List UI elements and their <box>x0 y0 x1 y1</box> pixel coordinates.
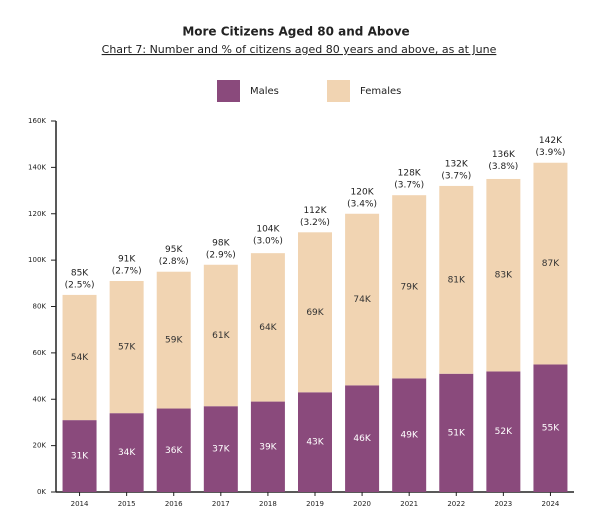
bar-segment <box>345 385 380 492</box>
data-label: 69K <box>306 308 324 318</box>
y-tick-label: 120K <box>28 210 46 218</box>
x-tick-label: 2020 <box>353 500 371 508</box>
data-label: 46K <box>353 434 371 444</box>
data-label: 55K <box>542 424 560 434</box>
legend-label: Females <box>360 86 401 97</box>
share-label: (3.0%) <box>253 236 283 246</box>
total-label: 91K <box>118 254 136 264</box>
share-label: (3.9%) <box>536 148 566 158</box>
data-label: 34K <box>118 448 136 458</box>
share-label: (3.2%) <box>300 218 330 228</box>
total-label: 104K <box>256 224 280 234</box>
y-tick-label: 160K <box>28 117 46 125</box>
total-label: 85K <box>71 268 89 278</box>
bar-segment <box>250 253 285 402</box>
y-tick-label: 20K <box>33 442 47 450</box>
data-label: 83K <box>495 271 513 281</box>
data-label: 57K <box>118 343 136 353</box>
data-label: 79K <box>401 282 419 292</box>
bar-segment <box>298 392 332 492</box>
bar-segment <box>62 294 97 421</box>
bar-segment <box>203 406 238 492</box>
x-tick-label: 2016 <box>165 500 183 508</box>
y-tick-label: 100K <box>28 256 46 264</box>
data-label: 37K <box>212 445 230 455</box>
share-label: (2.7%) <box>112 266 142 276</box>
share-label: (3.7%) <box>394 181 424 191</box>
x-tick-label: 2022 <box>447 500 465 508</box>
y-tick-label: 140K <box>28 163 46 171</box>
x-tick-label: 2021 <box>400 500 418 508</box>
x-tick-label: 2019 <box>306 500 324 508</box>
data-label: 31K <box>71 452 89 462</box>
total-label: 120K <box>351 187 375 197</box>
x-tick-label: 2023 <box>494 500 512 508</box>
y-tick-label: 0K <box>37 488 46 496</box>
data-label: 54K <box>71 353 89 363</box>
data-label: 43K <box>306 438 324 448</box>
share-label: (2.8%) <box>159 257 189 267</box>
total-label: 98K <box>212 238 230 248</box>
bar-segment <box>298 232 332 393</box>
bar-segment <box>486 178 521 372</box>
bar-segment <box>62 420 97 492</box>
data-label: 61K <box>212 331 230 341</box>
share-label: (3.8%) <box>488 162 518 172</box>
data-label: 52K <box>495 427 513 437</box>
data-label: 87K <box>542 259 560 269</box>
total-label: 132K <box>445 159 469 169</box>
y-tick-label: 40K <box>33 395 47 403</box>
data-label: 74K <box>353 295 371 305</box>
total-label: 128K <box>398 169 422 179</box>
bar-segment <box>486 371 521 492</box>
x-tick-label: 2014 <box>71 500 89 508</box>
legend-label: Males <box>250 86 279 97</box>
data-label: 49K <box>401 431 419 441</box>
y-tick-label: 80K <box>33 303 47 311</box>
share-label: (3.7%) <box>441 171 471 181</box>
data-label: 64K <box>259 323 277 333</box>
data-label: 59K <box>165 336 183 346</box>
chart-subtitle: Chart 7: Number and % of citizens aged 8… <box>102 43 497 56</box>
total-label: 136K <box>492 150 516 160</box>
bar-segment <box>392 378 427 492</box>
legend-swatch <box>327 80 350 102</box>
x-tick-label: 2015 <box>118 500 136 508</box>
data-label: 51K <box>448 428 466 438</box>
bar-segment <box>156 408 191 492</box>
share-label: (2.9%) <box>206 250 236 260</box>
chart-title: More Citizens Aged 80 and Above <box>182 25 409 39</box>
bar-segment <box>345 213 380 386</box>
x-tick-label: 2017 <box>212 500 230 508</box>
bar-segment <box>439 373 474 492</box>
bar-segment <box>392 195 427 379</box>
bar-segment <box>250 401 285 492</box>
share-label: (2.5%) <box>65 280 95 290</box>
data-label: 36K <box>165 446 183 456</box>
bar-segment <box>533 162 568 365</box>
bar-segment <box>439 185 474 374</box>
y-tick-label: 60K <box>33 349 47 357</box>
data-label: 81K <box>448 275 466 285</box>
data-label: 39K <box>259 442 277 452</box>
total-label: 142K <box>539 136 563 146</box>
legend-swatch <box>217 80 240 102</box>
total-label: 112K <box>303 206 327 216</box>
x-tick-label: 2018 <box>259 500 277 508</box>
bar-segment <box>533 364 568 492</box>
total-label: 95K <box>165 245 183 255</box>
bar-segment <box>109 413 144 492</box>
bar-segment <box>109 280 144 414</box>
x-tick-label: 2024 <box>542 500 560 508</box>
share-label: (3.4%) <box>347 199 377 209</box>
bar-segment <box>203 264 238 407</box>
bar-segment <box>156 271 191 409</box>
